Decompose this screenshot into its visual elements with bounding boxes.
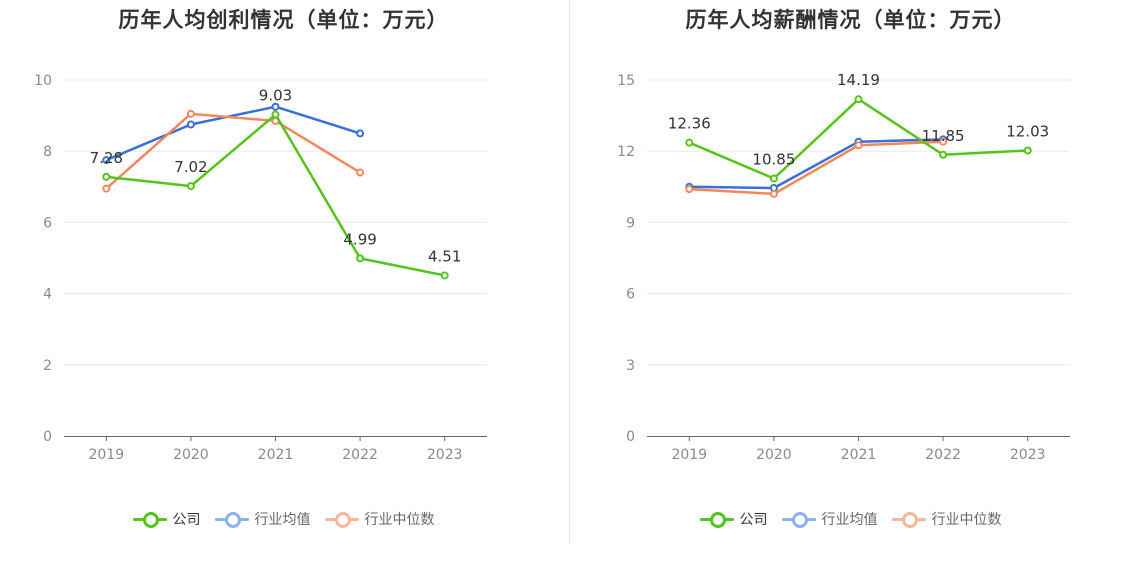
data-label: 14.19 (837, 71, 880, 89)
data-point-industry_median (685, 185, 694, 194)
legend-item-industry-median[interactable]: 行业中位数 (891, 509, 1002, 529)
data-label: 12.36 (668, 115, 711, 133)
data-point-company (685, 138, 694, 147)
data-label: 10.85 (752, 150, 795, 168)
data-point-industry_median (854, 141, 863, 150)
data-point-industry_avg (271, 102, 280, 111)
salary-line-chart: 0 3 6 9 12 15 2019 2020 2021 2022 2023 12.36 10.85 14… (617, 71, 1070, 463)
legend-label: 行业中位数 (931, 512, 1002, 528)
y-tick-label: 10 (34, 73, 52, 89)
x-tick-label: 2019 (671, 447, 707, 463)
legend-item-industry-avg[interactable]: 行业均值 (781, 509, 878, 529)
data-label: 4.51 (428, 247, 461, 265)
data-point-company (854, 95, 863, 104)
x-tick-label: 2020 (756, 447, 792, 463)
y-tick-label: 6 (43, 215, 52, 231)
y-tick-label: 2 (43, 358, 52, 374)
legend-swatch-icon (214, 509, 249, 529)
x-tick-label: 2023 (427, 447, 463, 463)
data-point-company (769, 174, 778, 183)
data-point-company (356, 254, 365, 263)
data-point-industry_median (769, 189, 778, 198)
series-line-industry_avg (689, 138, 944, 190)
chart-legend: 公司 行业均值 行业中位数 (0, 509, 567, 529)
data-label: 9.03 (259, 87, 292, 105)
x-tick-label: 2022 (925, 447, 961, 463)
data-point-industry_avg (186, 120, 195, 129)
data-label: 7.02 (174, 158, 207, 176)
y-tick-label: 6 (626, 287, 635, 303)
chart-title: 历年人均创利情况（单位：万元） (118, 8, 449, 32)
legend-swatch-icon (781, 509, 816, 529)
data-point-company (1023, 146, 1032, 155)
legend-swatch-icon (324, 509, 359, 529)
data-label: 7.28 (90, 149, 123, 167)
profit-line-chart: 0 2 4 6 8 10 2019 2020 2021 2022 2023 7.28 7.02 9.03 4… (34, 73, 487, 463)
x-tick-label: 2022 (342, 447, 378, 463)
x-tick-label: 2021 (258, 447, 294, 463)
x-tick-label: 2021 (841, 447, 877, 463)
data-point-industry_median (939, 137, 948, 146)
y-tick-label: 3 (626, 358, 635, 374)
legend-label: 行业均值 (821, 512, 878, 528)
salary-chart-panel: 历年人均薪酬情况（单位：万元） 0 3 6 9 12 15 2019 2020 2021 2022… (567, 0, 1134, 582)
data-point-industry_avg (102, 156, 111, 165)
x-tick-label: 2019 (88, 447, 124, 463)
y-tick-label: 9 (626, 215, 635, 231)
y-tick-label: 8 (43, 144, 52, 160)
data-point-company (440, 271, 449, 280)
legend-item-industry-avg[interactable]: 行业均值 (214, 509, 311, 529)
data-point-industry_median (102, 184, 111, 193)
profit-chart-panel: 历年人均创利情况（单位：万元） 0 2 4 6 8 10 2019 2020 2021 2022 2… (0, 8, 567, 529)
legend-item-company[interactable]: 公司 (699, 509, 768, 529)
data-point-industry_median (356, 168, 365, 177)
y-tick-label: 4 (43, 287, 52, 303)
legend-label: 行业均值 (254, 512, 311, 528)
legend-swatch-icon (699, 509, 734, 529)
legend-label: 行业中位数 (364, 512, 435, 528)
data-label: 11.85 (922, 127, 965, 145)
series-line-industry_median (105, 112, 361, 190)
x-tick-label: 2020 (173, 447, 209, 463)
data-point-industry_median (186, 109, 195, 118)
data-point-company (186, 182, 195, 191)
y-tick-label: 15 (617, 73, 635, 89)
data-label: 12.03 (1006, 122, 1049, 140)
data-point-company (102, 172, 111, 181)
y-tick-label: 12 (617, 144, 635, 160)
legend-item-industry-median[interactable]: 行业中位数 (324, 509, 435, 529)
series-line-industry_median (689, 140, 944, 196)
chart-legend: 公司 行业均值 行业中位数 (567, 509, 1134, 529)
data-point-company (939, 150, 948, 159)
y-tick-label: 0 (43, 429, 52, 445)
data-point-industry_avg (356, 129, 365, 138)
y-tick-label: 0 (626, 429, 635, 445)
legend-label: 公司 (172, 512, 201, 528)
series-line-industry_avg (105, 105, 361, 162)
chart-title: 历年人均薪酬情况（单位：万元） (685, 8, 1016, 32)
legend-swatch-icon (891, 509, 926, 529)
legend-label: 公司 (739, 512, 768, 528)
data-label: 4.99 (343, 230, 376, 248)
data-point-company (271, 110, 280, 119)
legend-swatch-icon (132, 509, 167, 529)
panel-divider (569, 0, 570, 545)
x-tick-label: 2023 (1010, 447, 1046, 463)
legend-item-company[interactable]: 公司 (132, 509, 201, 529)
